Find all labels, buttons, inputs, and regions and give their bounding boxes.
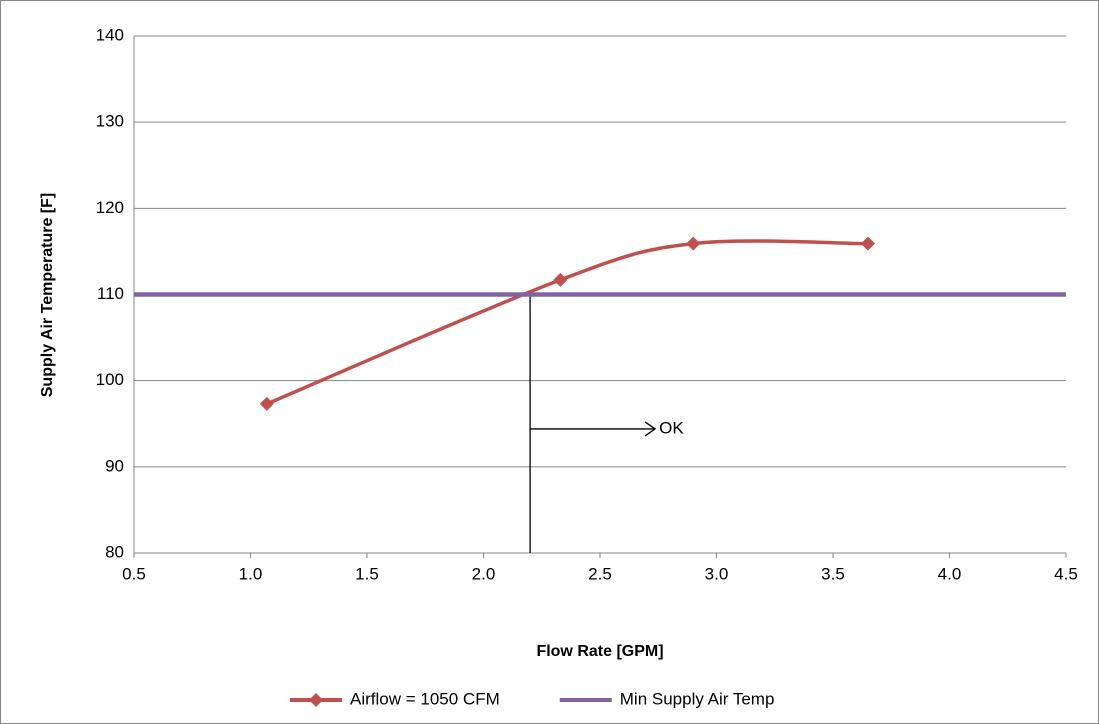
x-tick-label: 2.0 (472, 564, 496, 583)
y-tick-label: 140 (96, 25, 124, 44)
y-tick-label: 90 (105, 456, 124, 475)
legend-label: Min Supply Air Temp (620, 689, 775, 708)
series-line (266, 239, 868, 406)
y-tick-label: 80 (105, 542, 124, 561)
x-tick-label: 2.5 (588, 564, 612, 583)
x-tick-label: 4.5 (1054, 564, 1078, 583)
point-marker (686, 236, 701, 251)
x-tick-label: 4.0 (938, 564, 962, 583)
x-tick-label: 1.5 (355, 564, 379, 583)
x-axis-title: Flow Rate [GPM] (536, 643, 663, 660)
x-tick-label: 3.0 (705, 564, 729, 583)
y-tick-label: 100 (96, 370, 124, 389)
y-tick-label: 120 (96, 198, 124, 217)
y-tick-label: 110 (97, 284, 124, 303)
x-tick-label: 1.0 (239, 564, 263, 583)
point-marker (553, 272, 568, 287)
x-tick-label: 0.5 (122, 564, 146, 583)
annotation-arrow-head (644, 421, 657, 437)
point-marker (259, 396, 274, 411)
x-tick-label: 3.5 (821, 564, 845, 583)
y-tick-label: 130 (96, 112, 124, 131)
legend-marker (309, 693, 323, 707)
annotation-text: OK (659, 418, 684, 437)
y-axis-title: Supply Air Temperature [F] (39, 193, 56, 397)
point-marker (860, 236, 875, 251)
legend-label: Airflow = 1050 CFM (350, 689, 500, 708)
